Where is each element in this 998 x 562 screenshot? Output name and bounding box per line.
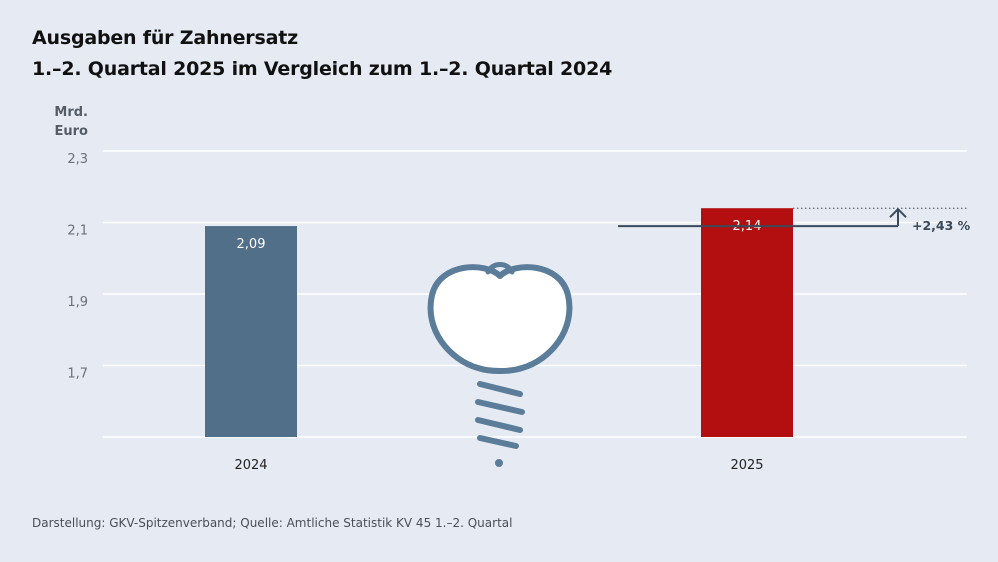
x-tick-label: 2025 [730,458,763,473]
change-arrow-head [889,207,907,218]
dental-implant-icon [427,262,573,467]
bar-2025 [701,208,793,437]
y-tick-label: 2,3 [67,152,88,167]
source-note: Darstellung: GKV-Spitzenverband; Quelle:… [32,516,513,530]
bar-value-label: 2,09 [237,237,266,252]
y-tick-label: 1,7 [67,367,88,382]
y-axis-unit-line-2: Euro [54,124,88,139]
change-percent-label: +2,43 % [912,218,971,233]
chart-subtitle: 1.–2. Quartal 2025 im Vergleich zum 1.–2… [32,58,613,80]
chart-title: Ausgaben für Zahnersatz [32,27,298,49]
y-tick-label: 1,9 [67,295,88,310]
y-axis-unit: Mrd. Euro [28,103,88,141]
bar-2024 [205,226,297,437]
y-tick-label: 2,1 [67,224,88,239]
x-tick-label: 2024 [234,458,267,473]
y-axis-unit-line-1: Mrd. [54,105,88,120]
